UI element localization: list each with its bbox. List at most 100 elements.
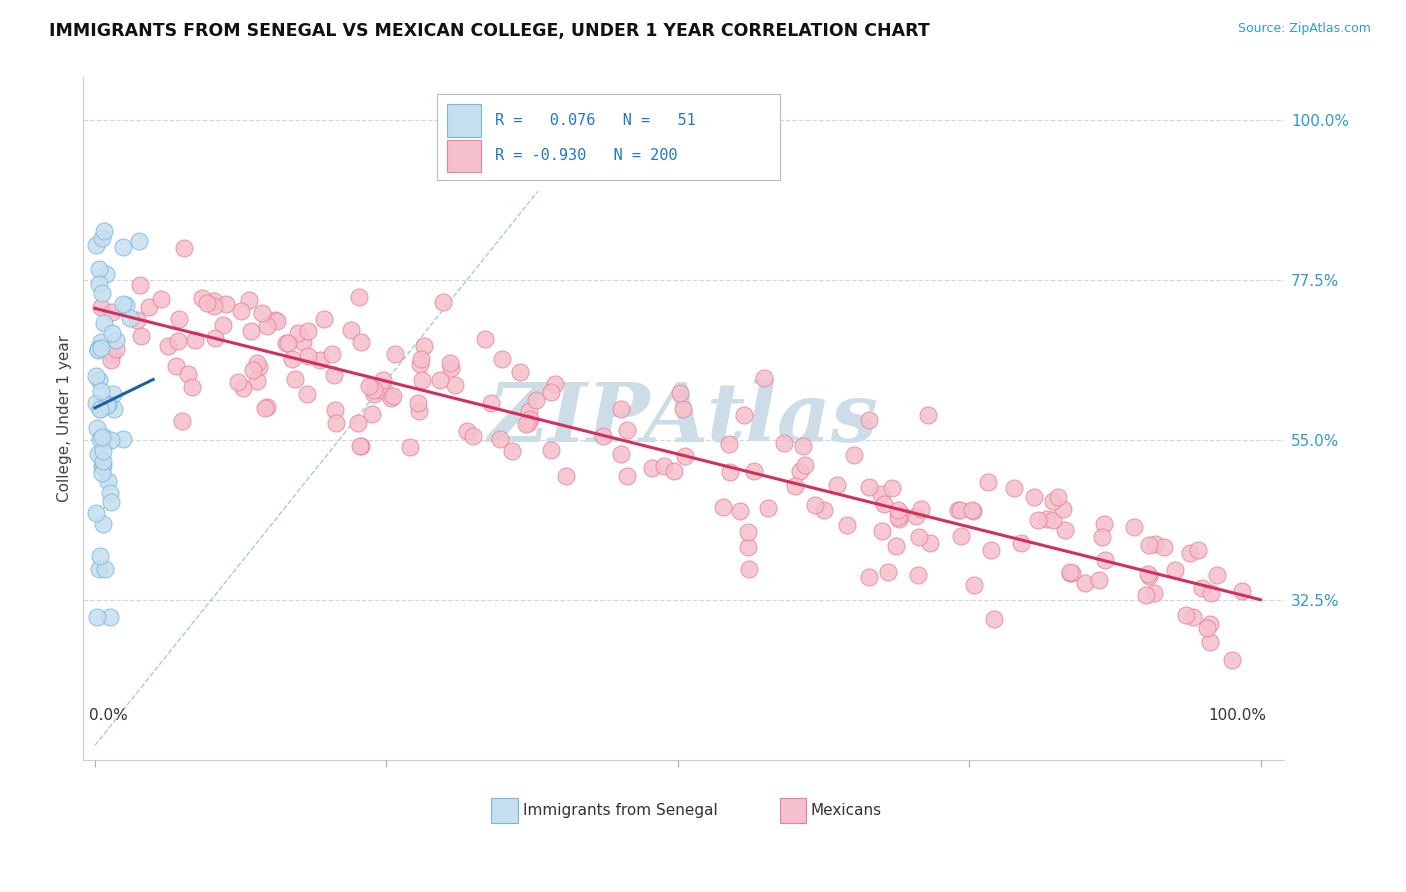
Point [239, 324, 262, 338]
Point [93, 223, 115, 237]
Point [1002, 481, 1025, 495]
Point [844, 449, 866, 463]
Point [783, 479, 806, 493]
Point [381, 389, 404, 403]
Point [226, 375, 249, 389]
Point [1046, 491, 1069, 505]
Point [181, 380, 204, 394]
Point [858, 413, 880, 427]
Point [284, 372, 307, 386]
Point [172, 414, 194, 428]
Point [246, 374, 269, 388]
Point [184, 334, 207, 348]
Point [87, 343, 110, 357]
Point [242, 362, 264, 376]
Point [1206, 568, 1229, 582]
Point [91, 443, 114, 458]
Point [1092, 516, 1115, 531]
Point [1174, 608, 1197, 623]
Point [1042, 513, 1064, 527]
Bar [492, 798, 517, 823]
Point [1074, 575, 1097, 590]
Point [742, 465, 765, 479]
Point [837, 518, 859, 533]
Point [93, 316, 115, 330]
Point [84, 507, 107, 521]
Point [129, 329, 152, 343]
Point [90, 300, 112, 314]
Text: R = -0.930   N = 200: R = -0.930 N = 200 [495, 148, 678, 163]
Point [1187, 543, 1209, 558]
Point [409, 351, 432, 366]
Point [347, 290, 370, 304]
Point [105, 333, 128, 347]
Point [321, 347, 343, 361]
Point [481, 396, 503, 410]
Point [1042, 493, 1064, 508]
Point [84, 238, 107, 252]
Point [256, 400, 278, 414]
Point [880, 481, 903, 495]
Point [89, 432, 111, 446]
Point [1010, 535, 1032, 549]
Point [98, 610, 121, 624]
Point [287, 326, 309, 341]
Point [96, 399, 118, 413]
Point [322, 368, 344, 382]
Point [950, 529, 973, 543]
Point [87, 373, 110, 387]
Point [111, 432, 134, 446]
Point [89, 402, 111, 417]
Point [86, 610, 108, 624]
Point [907, 567, 929, 582]
Point [408, 404, 430, 418]
Point [111, 239, 134, 253]
Point [439, 361, 461, 376]
Point [884, 539, 907, 553]
Point [274, 335, 297, 350]
Point [443, 378, 465, 392]
Point [256, 318, 278, 333]
Point [101, 305, 124, 319]
Point [491, 352, 513, 367]
Point [266, 314, 288, 328]
Point [128, 235, 150, 249]
Y-axis label: College, Under 1 year: College, Under 1 year [58, 335, 72, 502]
Point [90, 334, 112, 349]
Point [717, 437, 740, 451]
Point [592, 429, 614, 443]
Point [1181, 609, 1204, 624]
Point [406, 395, 429, 409]
Point [773, 436, 796, 450]
Point [1232, 583, 1254, 598]
Point [918, 536, 941, 550]
Point [350, 334, 373, 349]
Point [870, 487, 893, 501]
Bar [447, 139, 481, 172]
Point [524, 393, 547, 408]
Point [91, 286, 114, 301]
Point [1144, 536, 1167, 550]
Point [501, 443, 523, 458]
Point [91, 454, 114, 468]
Point [887, 509, 910, 524]
Point [1143, 586, 1166, 600]
Point [870, 524, 893, 538]
Point [91, 466, 114, 480]
Text: 0.0%: 0.0% [89, 708, 128, 723]
Point [1135, 588, 1157, 602]
Point [610, 447, 633, 461]
Point [946, 502, 969, 516]
Point [439, 356, 461, 370]
Point [115, 297, 138, 311]
Point [737, 562, 759, 576]
Point [167, 312, 190, 326]
Point [280, 352, 302, 367]
FancyBboxPatch shape [437, 95, 780, 180]
Point [960, 503, 983, 517]
Point [789, 464, 811, 478]
Point [1180, 546, 1202, 560]
Point [371, 372, 394, 386]
Point [543, 377, 565, 392]
Point [94, 561, 117, 575]
